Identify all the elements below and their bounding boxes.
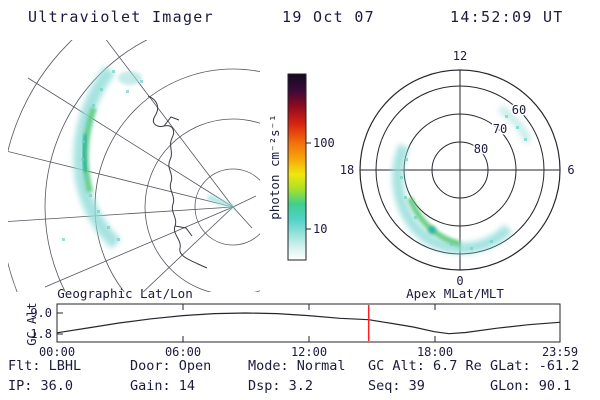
polar-panel: 12 18 6 0 60 70 80 Apex MLat/MLT xyxy=(340,49,575,301)
xtick-2359: 23:59 xyxy=(542,345,578,359)
status-glon: GLon: 90.1 xyxy=(490,378,571,394)
status-dsp: Dsp: 3.2 xyxy=(248,378,313,394)
xtick-1200: 12:00 xyxy=(291,345,327,359)
status-ip: IP: 36.0 xyxy=(8,378,73,394)
status-gain: Gain: 14 xyxy=(130,378,195,394)
mlt-label-6: 6 xyxy=(567,163,574,177)
mlat-label-60: 60 xyxy=(512,103,526,117)
time-display: 14:52:09 UT xyxy=(450,8,564,26)
aurora-emission-geo xyxy=(62,66,234,249)
status-glat: GLat: -61.2 xyxy=(490,358,579,374)
xtick-0000: 00:00 xyxy=(39,345,75,359)
mlt-label-0: 0 xyxy=(456,274,463,288)
ytick-9: 9.0 xyxy=(30,306,52,320)
colorbar-tick-label-10: 10 xyxy=(313,222,327,236)
date-display: 19 Oct 07 xyxy=(282,8,375,26)
geographic-panel: Geographic Lat/Lon xyxy=(8,40,260,301)
mlt-label-18: 18 xyxy=(340,163,354,177)
polar-grid xyxy=(359,69,561,271)
geo-panel-caption: Geographic Lat/Lon xyxy=(57,286,192,301)
status-mode: Mode: Normal xyxy=(248,358,346,374)
timeline-ylabel: GC Alt xyxy=(25,302,39,345)
colorbar-units-label: photon cm⁻²s⁻¹ xyxy=(267,114,282,219)
aurora-emission-polar xyxy=(392,104,532,254)
colorbar: 100 10 photon cm⁻²s⁻¹ xyxy=(267,73,335,261)
xtick-0600: 06:00 xyxy=(165,345,201,359)
status-seq: Seq: 39 xyxy=(368,378,425,394)
coastline xyxy=(147,95,208,269)
gc-alt-timeline: 9.0 1.8 GC Alt 00:00 06:00 12:00 18:00 2… xyxy=(25,302,578,359)
mlat-label-80: 80 xyxy=(474,142,488,156)
status-bar: Flt: LBHL Door: Open Mode: Normal GC Alt… xyxy=(8,358,579,394)
colorbar-gradient xyxy=(287,73,307,261)
geographic-grid xyxy=(8,40,260,292)
gc-alt-curve xyxy=(56,312,560,335)
ytick-1-8: 1.8 xyxy=(30,327,52,341)
status-gc-alt: GC Alt: 6.7 Re xyxy=(368,358,482,374)
xtick-1800: 18:00 xyxy=(417,345,453,359)
polar-panel-caption: Apex MLat/MLT xyxy=(406,286,504,301)
status-door: Door: Open xyxy=(130,358,211,374)
timeline-ticks xyxy=(56,304,561,342)
mlt-label-12: 12 xyxy=(453,49,467,63)
mlat-label-70: 70 xyxy=(493,122,507,136)
colorbar-tick-label-100: 100 xyxy=(313,136,335,150)
status-flt: Flt: LBHL xyxy=(8,358,81,374)
app-title: Ultraviolet Imager xyxy=(28,8,214,26)
